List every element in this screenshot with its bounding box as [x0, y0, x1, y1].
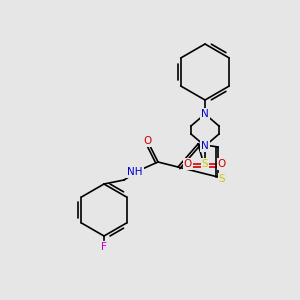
Text: O: O [184, 159, 192, 169]
Text: N: N [201, 109, 209, 119]
Text: O: O [218, 159, 226, 169]
Text: N: N [201, 141, 209, 151]
Text: O: O [143, 136, 151, 146]
Text: S: S [202, 159, 208, 169]
Text: F: F [101, 242, 107, 252]
Text: NH: NH [127, 167, 143, 177]
Text: S: S [219, 174, 225, 184]
